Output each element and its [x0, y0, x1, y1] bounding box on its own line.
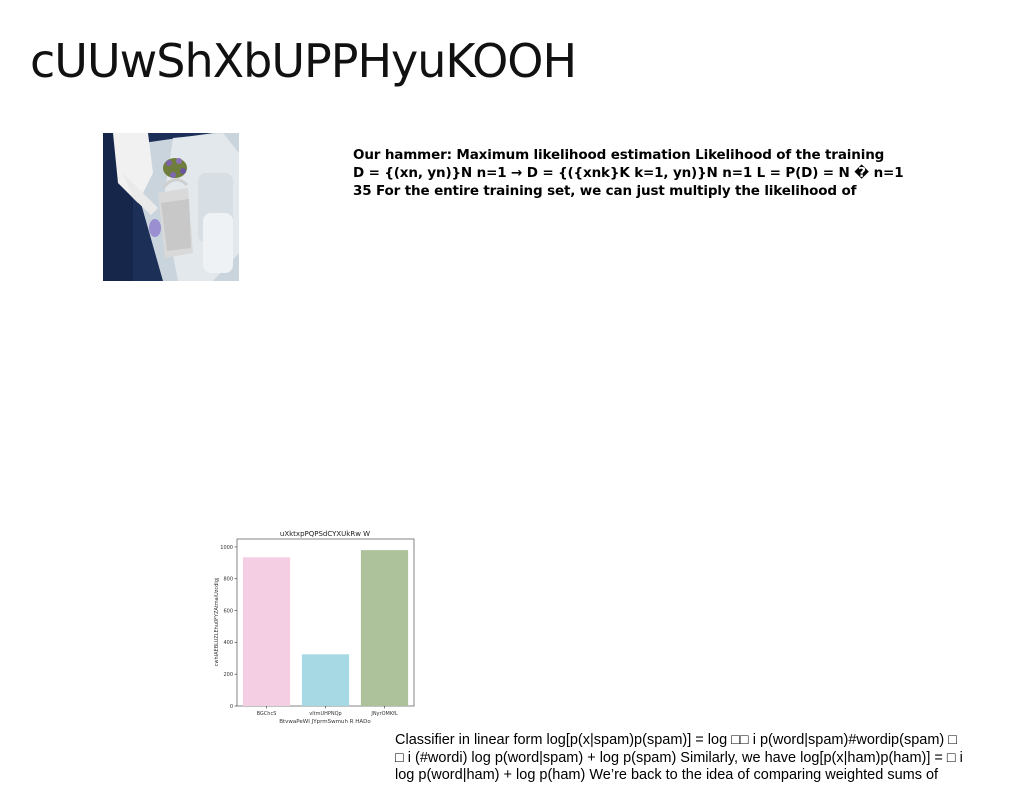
chart-x-axis: BGChcS vltmUHPNQp JNyrOMKfL	[257, 706, 398, 717]
body-text-line: □ i (#wordi) log p(word|spam) + log p(sp…	[395, 749, 963, 766]
slide-photo	[103, 133, 239, 281]
y-tick-label: 600	[223, 608, 233, 614]
bold-text-line: D = {(xn, yn)}N n=1 → D = {({xnk}K k=1, …	[353, 165, 904, 181]
body-text-line: log p(word|ham) + log p(ham) We’re back …	[395, 767, 939, 783]
bar-vltmUHPNQp	[301, 654, 350, 706]
chart-x-axis-label: BtvwaPeWI JYprmSwmuh R HADo	[279, 719, 371, 725]
x-tick-label: BGChcS	[257, 711, 277, 717]
bar-chart-svg: uXktxpPQPSdCYXUkRw W 0 200 400 600 800 1000 B…	[214, 530, 415, 725]
chart-title: uXktxpPQPSdCYXUkRw W	[280, 530, 370, 538]
chart-bars	[242, 550, 409, 706]
body-text-block: Classifier in linear form log[p(x|spam)p…	[395, 732, 1020, 785]
bold-text-block: Our hammer: Maximum likelihood estimatio…	[353, 146, 993, 200]
bold-text-line: 35 For the entire training set, we can j…	[353, 183, 857, 199]
bar-JNyrOMKfL	[360, 550, 409, 706]
x-tick-label: vltmUHPNQp	[309, 711, 341, 717]
y-tick-label: 200	[223, 672, 233, 678]
y-tick-label: 1000	[220, 545, 233, 551]
x-tick-label: JNyrOMKfL	[370, 711, 398, 717]
chart-y-axis-label: cwhIAEBLUZLEhu0FYZAtmaiUzcdIgj	[214, 578, 220, 667]
slide-title: cUUwShXbUPPHyuKOOH	[30, 34, 577, 88]
photo-illustration	[103, 133, 239, 281]
body-text-line: Classifier in linear form log[p(x|spam)p…	[395, 732, 958, 748]
bar-BGChcS	[242, 557, 291, 706]
y-tick-label: 0	[230, 704, 233, 710]
bold-text-line: Our hammer: Maximum likelihood estimatio…	[353, 147, 885, 163]
y-tick-label: 800	[223, 577, 233, 583]
chart-y-axis: 0 200 400 600 800 1000	[220, 545, 237, 710]
y-tick-label: 400	[223, 640, 233, 646]
bar-chart: uXktxpPQPSdCYXUkRw W 0 200 400 600 800 1000 B…	[210, 525, 420, 730]
